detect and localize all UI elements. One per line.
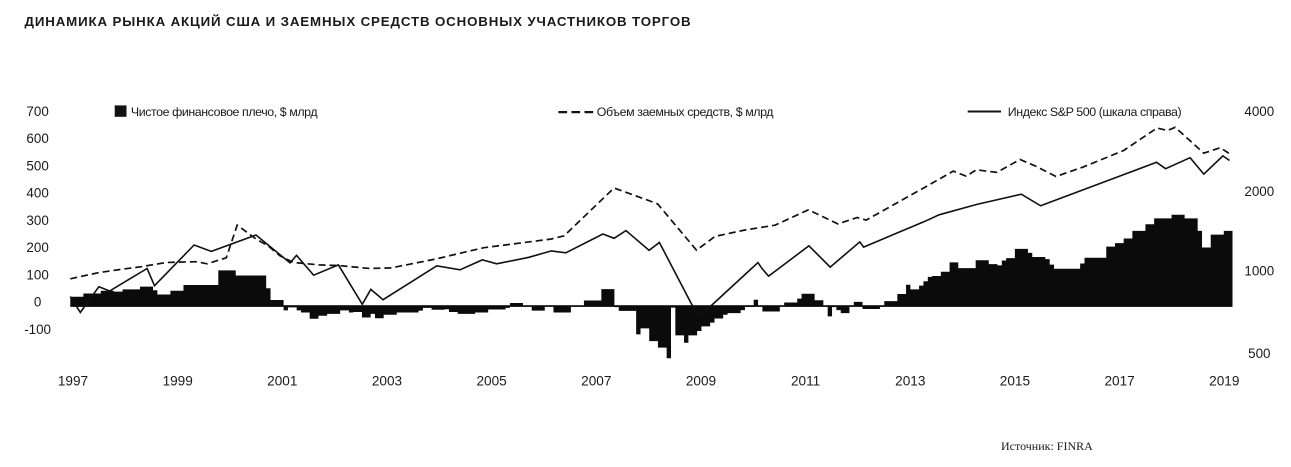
svg-text:Чистое финансовое плечо, $ млр: Чистое финансовое плечо, $ млрд [131,105,318,119]
svg-text:1999: 1999 [163,373,193,388]
svg-text:400: 400 [26,186,48,201]
svg-text:1997: 1997 [58,373,88,388]
svg-text:2009: 2009 [686,373,716,388]
svg-text:2017: 2017 [1104,373,1134,388]
svg-text:2015: 2015 [1000,373,1030,388]
svg-text:0: 0 [34,295,41,310]
svg-text:ДИНАМИКА РЫНКА АКЦИЙ США И ЗАЕ: ДИНАМИКА РЫНКА АКЦИЙ США И ЗАЕМНЫХ СРЕДС… [25,14,692,29]
svg-text:2013: 2013 [895,373,925,388]
svg-text:2019: 2019 [1209,373,1239,388]
svg-text:Источник: FINRA: Источник: FINRA [1001,439,1093,453]
svg-text:2000: 2000 [1244,184,1274,199]
svg-text:2007: 2007 [581,373,611,388]
svg-text:2005: 2005 [476,373,506,388]
svg-text:300: 300 [26,213,48,228]
svg-text:100: 100 [26,267,48,282]
svg-text:600: 600 [26,131,48,146]
svg-text:200: 200 [26,240,48,255]
svg-text:-100: -100 [24,322,51,337]
svg-text:500: 500 [26,158,48,173]
svg-text:Индекс S&P 500 (шкала справа): Индекс S&P 500 (шкала справа) [1008,105,1182,119]
svg-text:1000: 1000 [1244,264,1274,279]
svg-text:4000: 4000 [1244,104,1274,119]
svg-text:2001: 2001 [267,373,297,388]
svg-text:700: 700 [26,104,48,119]
svg-text:2011: 2011 [791,373,820,388]
svg-text:2003: 2003 [372,373,402,388]
svg-text:Объем заемных средств, $ млрд: Объем заемных средств, $ млрд [597,105,774,119]
svg-text:500: 500 [1248,346,1270,361]
